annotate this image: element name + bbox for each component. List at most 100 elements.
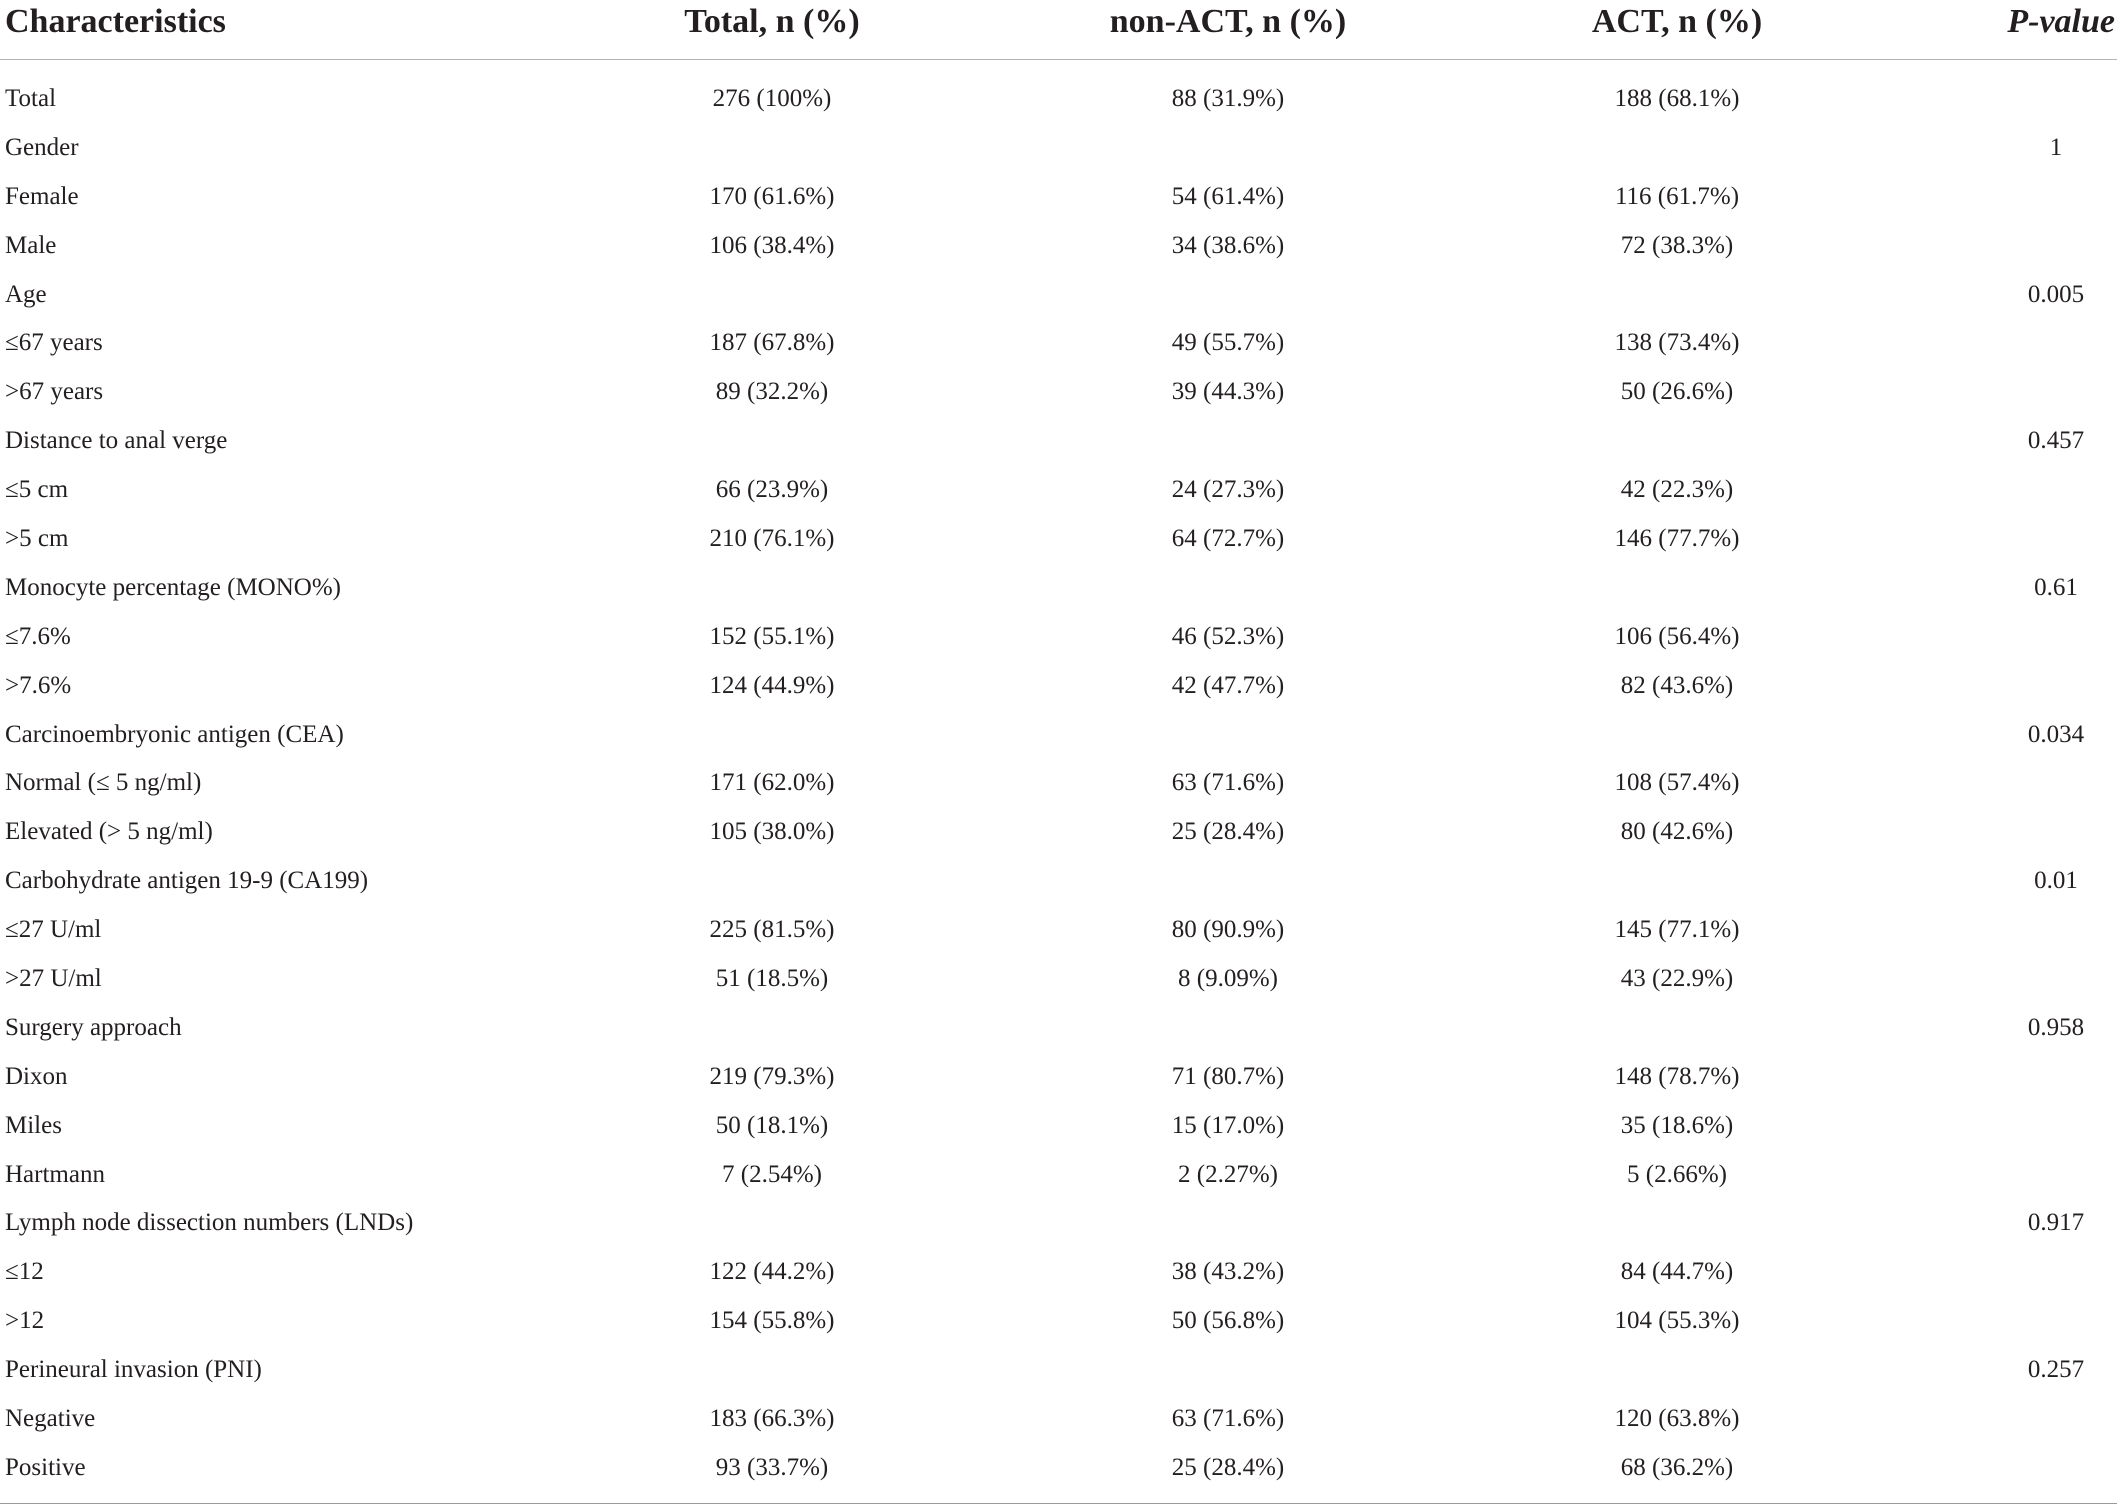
cell-act: 82 (43.6%) (1620, 671, 1734, 699)
header-act: ACT, n (%) (1591, 3, 1763, 40)
cell-act: 35 (18.6%) (1620, 1111, 1734, 1139)
table-header-row: Characteristics Total, n (%) non-ACT, n … (0, 0, 2117, 60)
table-row: Hartmann 7 (2.54%) 2 (2.27%) 5 (2.66%) (0, 1155, 2117, 1204)
cell-p-value: 1 (2049, 133, 2063, 161)
table-row: Male 106 (38.4%) 34 (38.6%) 72 (38.3%) (0, 226, 2117, 275)
cell-non-act: 49 (55.7%) (1171, 329, 1285, 357)
header-characteristics: Characteristics (5, 3, 226, 40)
cell-total: 89 (32.2%) (715, 378, 829, 406)
table-row: ≤12 122 (44.2%) 38 (43.2%) 84 (44.7%) (0, 1252, 2117, 1301)
cell-characteristic: Lymph node dissection numbers (LNDs) (5, 1209, 414, 1237)
cell-act: 188 (68.1%) (1614, 85, 1740, 112)
cell-characteristic: ≤5 cm (5, 476, 69, 504)
cell-total: 93 (33.7%) (715, 1453, 829, 1481)
cell-total: 152 (55.1%) (709, 622, 835, 650)
cell-characteristic: Positive (5, 1453, 86, 1481)
cell-characteristic: Negative (5, 1405, 96, 1433)
cell-total: 124 (44.9%) (709, 671, 835, 699)
cell-non-act: 63 (71.6%) (1171, 1405, 1285, 1433)
cell-act: 42 (22.3%) (1620, 476, 1734, 504)
cell-characteristic: Total (5, 85, 57, 112)
cell-characteristic: Male (5, 231, 57, 259)
cell-characteristic: Normal (≤ 5 ng/ml) (5, 769, 202, 797)
cell-characteristic: Gender (5, 133, 79, 161)
cell-p-value: 0.457 (2027, 427, 2085, 455)
cell-p-value: 0.917 (2027, 1209, 2085, 1237)
table-row: Surgery approach 0.958 (0, 1008, 2117, 1057)
cell-p-value: 0.01 (2034, 867, 2078, 895)
footer-divider (0, 1503, 2117, 1504)
cell-non-act: 38 (43.2%) (1171, 1258, 1285, 1286)
cell-characteristic: Age (5, 280, 47, 308)
cell-act: 148 (78.7%) (1614, 1062, 1740, 1090)
cell-act: 108 (57.4%) (1614, 769, 1740, 797)
cell-characteristic: >5 cm (5, 525, 69, 553)
table-row: Perineural invasion (PNI) 0.257 (0, 1350, 2117, 1399)
cell-total: 276 (100%) (712, 85, 832, 112)
table-row: Distance to anal verge 0.457 (0, 421, 2117, 470)
cell-characteristic: >12 (5, 1307, 45, 1335)
cell-non-act: 39 (44.3%) (1171, 378, 1285, 406)
cell-characteristic: >27 U/ml (5, 965, 102, 993)
cell-p-value: 0.958 (2027, 1013, 2085, 1041)
cell-act: 146 (77.7%) (1614, 525, 1740, 553)
cell-act: 5 (2.66%) (1627, 1160, 1727, 1188)
cell-act: 43 (22.9%) (1620, 965, 1734, 993)
cell-characteristic: >67 years (5, 378, 104, 406)
cell-characteristic: Distance to anal verge (5, 427, 228, 455)
table-row: Elevated (> 5 ng/ml) 105 (38.0%) 25 (28.4%… (0, 812, 2117, 861)
table-row: Total 276 (100%) 88 (31.9%) 188 (68.1%) (0, 79, 2117, 128)
cell-characteristic: Perineural invasion (PNI) (5, 1356, 262, 1384)
cell-non-act: 25 (28.4%) (1171, 1453, 1285, 1481)
cell-act: 138 (73.4%) (1614, 329, 1740, 357)
cell-total: 183 (66.3%) (709, 1405, 835, 1433)
cell-total: 122 (44.2%) (709, 1258, 835, 1286)
cell-characteristic: ≤67 years (5, 329, 103, 357)
cell-non-act: 50 (56.8%) (1171, 1307, 1285, 1335)
cell-total: 51 (18.5%) (715, 965, 829, 993)
table-row: Lymph node dissection numbers (LNDs) 0.91… (0, 1203, 2117, 1252)
cell-characteristic: Monocyte percentage (MONO%) (5, 573, 341, 601)
cell-non-act: 34 (38.6%) (1171, 231, 1285, 259)
cell-non-act: 24 (27.3%) (1171, 476, 1285, 504)
cell-non-act: 88 (31.9%) (1171, 85, 1285, 112)
cell-p-value: 0.034 (2027, 720, 2085, 748)
cell-act: 50 (26.6%) (1620, 378, 1734, 406)
table-row: ≤5 cm 66 (23.9%) 24 (27.3%) 42 (22.3%) (0, 470, 2117, 519)
cell-characteristic: Surgery approach (5, 1013, 182, 1041)
cell-total: 219 (79.3%) (709, 1062, 835, 1090)
cell-non-act: 63 (71.6%) (1171, 769, 1285, 797)
table-row: Age 0.005 (0, 275, 2117, 324)
cell-non-act: 42 (47.7%) (1171, 671, 1285, 699)
cell-non-act: 46 (52.3%) (1171, 622, 1285, 650)
cell-act: 116 (61.7%) (1614, 182, 1740, 210)
cell-non-act: 25 (28.4%) (1171, 818, 1285, 846)
cell-characteristic: Miles (5, 1111, 62, 1139)
table-row: >5 cm 210 (76.1%) 64 (72.7%) 146 (77.7%) (0, 519, 2117, 568)
cell-characteristic: Dixon (5, 1062, 68, 1090)
cell-act: 145 (77.1%) (1614, 916, 1740, 944)
cell-total: 7 (2.54%) (722, 1160, 822, 1188)
cell-characteristic: Carcinoembryonic antigen (CEA) (5, 720, 344, 748)
cell-total: 106 (38.4%) (709, 231, 835, 259)
table-row: ≤27 U/ml 225 (81.5%) 80 (90.9%) 145 (77.1%) (0, 910, 2117, 959)
cell-non-act: 2 (2.27%) (1178, 1160, 1278, 1188)
cell-characteristic: >7.6% (5, 671, 72, 699)
header-total: Total, n (%) (684, 3, 860, 40)
cell-total: 171 (62.0%) (709, 769, 835, 797)
cell-total: 170 (61.6%) (709, 182, 835, 210)
header-p-value: P-value (2007, 3, 2115, 40)
cell-act: 84 (44.7%) (1620, 1258, 1734, 1286)
table-row: Carbohydrate antigen 19-9 (CA199) 0.01 (0, 861, 2117, 910)
cell-total: 225 (81.5%) (709, 916, 835, 944)
cell-characteristic: ≤7.6% (5, 622, 71, 650)
cell-non-act: 64 (72.7%) (1171, 525, 1285, 553)
cell-characteristic: Elevated (> 5 ng/ml) (5, 818, 213, 846)
cell-act: 106 (56.4%) (1614, 622, 1740, 650)
cell-non-act: 8 (9.09%) (1178, 965, 1278, 993)
table-row: Gender 1 (0, 128, 2117, 177)
table-row: ≤67 years 187 (67.8%) 49 (55.7%) 138 (73.4%… (0, 323, 2117, 372)
cell-act: 120 (63.8%) (1614, 1405, 1740, 1433)
cell-non-act: 15 (17.0%) (1171, 1111, 1285, 1139)
